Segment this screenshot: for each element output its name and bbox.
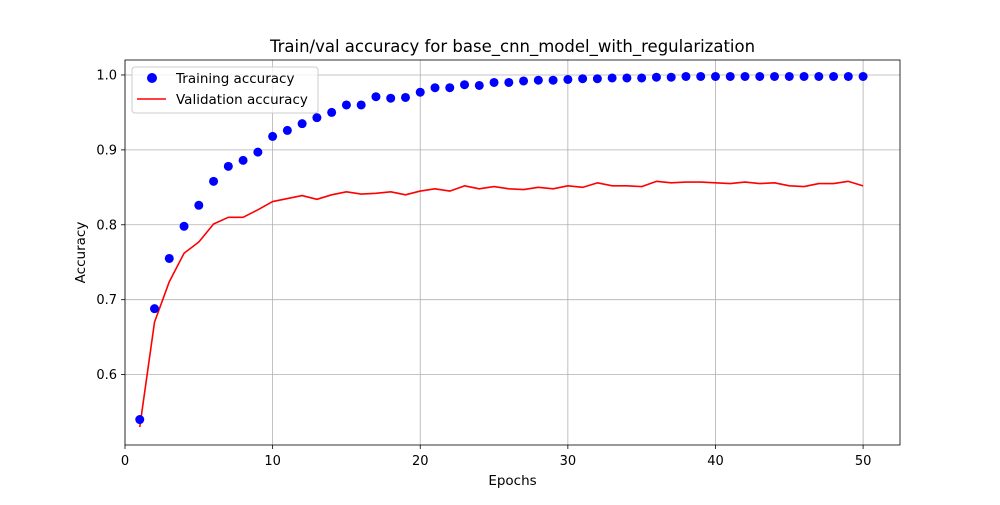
data-layer — [135, 71, 868, 428]
training-accuracy-point — [327, 107, 337, 117]
training-accuracy-point — [489, 77, 499, 87]
training-accuracy-point — [135, 415, 145, 425]
y-axis-label: Accuracy — [73, 222, 89, 284]
tick-layer: 0 10 20 30 40 50 0.6 0.7 0.8 0.9 1.0 — [96, 68, 871, 469]
training-accuracy-point — [710, 71, 720, 81]
training-accuracy-point — [297, 119, 307, 129]
legend-box — [131, 66, 319, 114]
x-tick-label: 40 — [707, 454, 724, 469]
training-accuracy-point — [386, 93, 396, 103]
x-tick-label: 10 — [264, 454, 281, 469]
training-accuracy-point — [519, 76, 529, 86]
training-accuracy-point — [430, 83, 440, 93]
training-accuracy-point — [415, 87, 425, 97]
y-tick-label: 0.7 — [96, 293, 117, 308]
x-tick-label: 20 — [412, 454, 429, 469]
training-accuracy-point — [356, 100, 366, 110]
training-accuracy-point — [533, 75, 543, 85]
training-accuracy-point — [238, 155, 248, 165]
training-accuracy-point — [666, 72, 676, 82]
training-accuracy-point — [814, 71, 824, 81]
training-accuracy-point — [858, 71, 868, 81]
training-accuracy-point — [755, 71, 765, 81]
training-accuracy-point — [548, 75, 558, 85]
grid-layer — [124, 60, 900, 445]
training-accuracy-point — [445, 83, 455, 93]
legend: Training accuracy Validation accuracy — [131, 66, 319, 114]
x-axis-label: Epochs — [488, 473, 536, 489]
x-tick-label: 0 — [121, 454, 129, 469]
x-tick-label: 50 — [855, 454, 872, 469]
training-accuracy-point — [725, 71, 735, 81]
training-accuracy-point — [400, 92, 410, 102]
legend-label-validation: Validation accuracy — [176, 92, 308, 108]
training-accuracy-point — [268, 131, 278, 141]
y-tick-label: 1.0 — [96, 68, 117, 83]
training-accuracy-point — [253, 147, 263, 157]
training-accuracy-point — [578, 74, 588, 84]
chart-title: Train/val accuracy for base_cnn_model_wi… — [269, 37, 755, 57]
x-tick-label: 30 — [560, 454, 577, 469]
training-accuracy-point — [150, 304, 160, 314]
training-accuracy-point — [474, 80, 484, 90]
training-accuracy-point — [607, 73, 617, 83]
training-accuracy-point — [371, 92, 381, 102]
training-accuracy-point — [179, 221, 189, 231]
y-tick-label: 0.6 — [96, 368, 117, 383]
training-accuracy-point — [312, 113, 322, 123]
training-accuracy-point — [829, 71, 839, 81]
training-accuracy-point — [341, 100, 351, 110]
plot-frame — [124, 59, 901, 446]
validation-accuracy-line — [138, 180, 864, 428]
y-tick-label: 0.9 — [96, 143, 117, 158]
training-accuracy-point — [563, 74, 573, 84]
training-accuracy-point — [223, 161, 233, 171]
legend-marker-training — [147, 73, 157, 83]
training-accuracy-point — [282, 125, 292, 135]
training-accuracy-point — [592, 74, 602, 84]
legend-label-training: Training accuracy — [175, 71, 294, 87]
training-accuracy-point — [194, 200, 204, 210]
training-accuracy-point — [740, 71, 750, 81]
training-accuracy-point — [770, 71, 780, 81]
training-accuracy-point — [504, 77, 514, 87]
training-accuracy-point — [784, 71, 794, 81]
training-accuracy-point — [696, 71, 706, 81]
training-accuracy-point — [460, 80, 470, 90]
training-accuracy-point — [651, 72, 661, 82]
training-accuracy-point — [681, 71, 691, 81]
training-accuracy-point — [209, 176, 219, 186]
training-accuracy-point — [164, 253, 174, 263]
training-accuracy-point — [843, 71, 853, 81]
training-accuracy-point — [622, 73, 632, 83]
y-tick-label: 0.8 — [96, 218, 117, 233]
training-accuracy-point — [637, 73, 647, 83]
training-accuracy-point — [799, 71, 809, 81]
